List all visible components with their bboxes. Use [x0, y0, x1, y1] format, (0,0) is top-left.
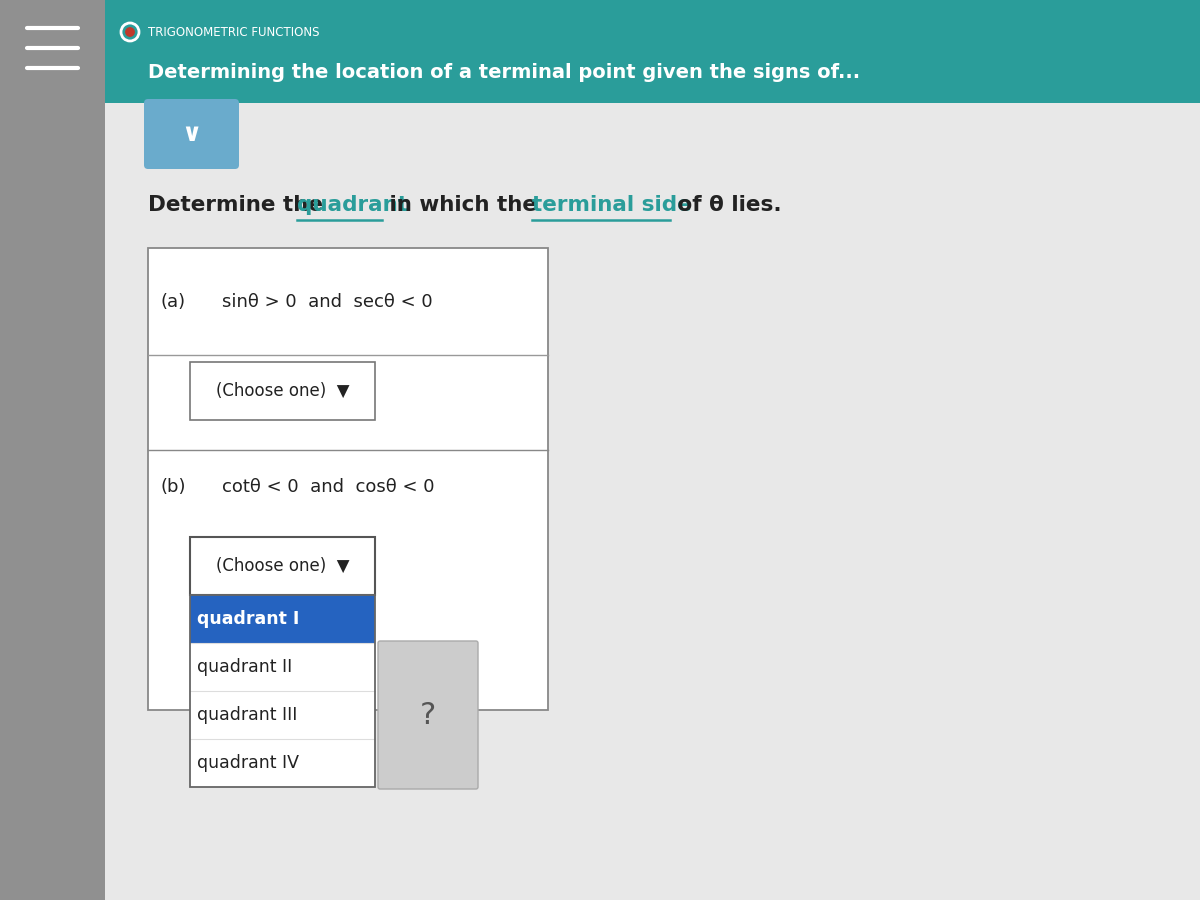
FancyBboxPatch shape: [106, 0, 1200, 103]
Text: (a): (a): [160, 293, 185, 311]
Text: terminal side: terminal side: [532, 195, 691, 215]
FancyBboxPatch shape: [190, 595, 374, 643]
FancyBboxPatch shape: [190, 739, 374, 787]
FancyBboxPatch shape: [190, 691, 374, 739]
Text: in which the: in which the: [383, 195, 545, 215]
FancyBboxPatch shape: [148, 248, 548, 710]
Text: (Choose one)  ▼: (Choose one) ▼: [216, 557, 349, 575]
FancyBboxPatch shape: [190, 643, 374, 691]
Text: quadrant: quadrant: [298, 195, 408, 215]
Text: quadrant III: quadrant III: [197, 706, 298, 724]
Text: (Choose one)  ▼: (Choose one) ▼: [216, 382, 349, 400]
Text: ?: ?: [420, 700, 436, 730]
Text: (b): (b): [160, 478, 186, 496]
Text: Determining the location of a terminal point given the signs of...: Determining the location of a terminal p…: [148, 62, 860, 82]
FancyBboxPatch shape: [378, 641, 478, 789]
Circle shape: [126, 28, 134, 36]
Text: cotθ < 0  and  cosθ < 0: cotθ < 0 and cosθ < 0: [222, 478, 434, 496]
FancyBboxPatch shape: [144, 99, 239, 169]
Text: quadrant II: quadrant II: [197, 658, 293, 676]
Text: Determine the: Determine the: [148, 195, 330, 215]
FancyBboxPatch shape: [190, 537, 374, 595]
FancyBboxPatch shape: [106, 103, 1200, 900]
Text: quadrant IV: quadrant IV: [197, 754, 299, 772]
Text: sinθ > 0  and  secθ < 0: sinθ > 0 and secθ < 0: [222, 293, 433, 311]
Text: quadrant I: quadrant I: [197, 610, 299, 628]
Text: ∨: ∨: [181, 122, 202, 146]
Text: of θ lies.: of θ lies.: [670, 195, 781, 215]
FancyBboxPatch shape: [190, 362, 374, 420]
FancyBboxPatch shape: [0, 0, 106, 900]
Text: TRIGONOMETRIC FUNCTIONS: TRIGONOMETRIC FUNCTIONS: [148, 25, 319, 39]
